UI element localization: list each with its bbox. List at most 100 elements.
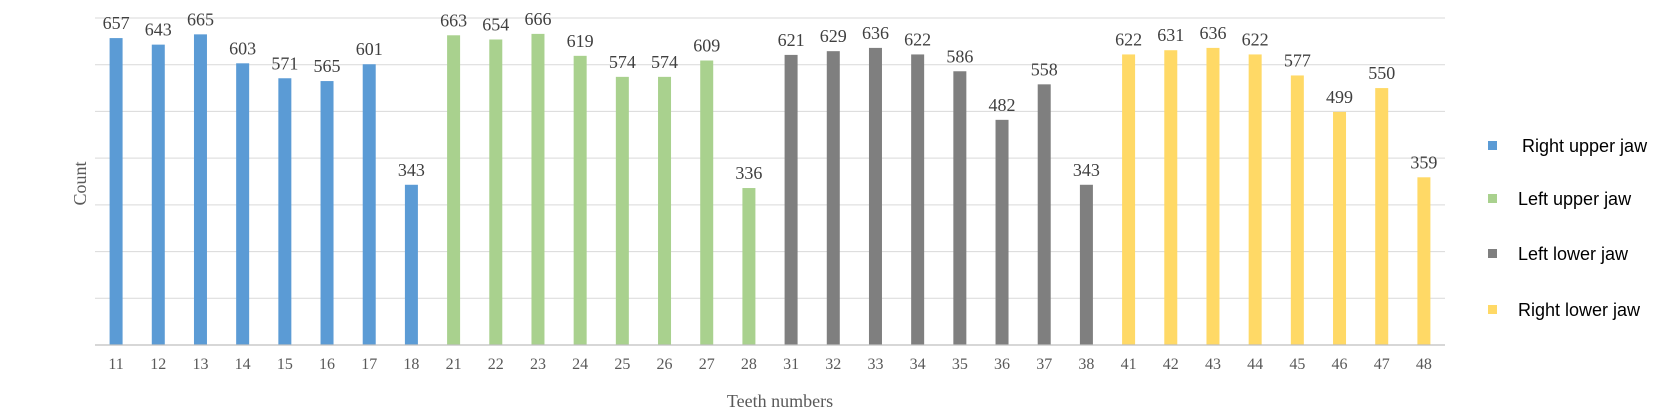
bar-tooth-33 [868, 47, 882, 345]
x-tick-label-24: 24 [572, 356, 588, 373]
data-label-tooth-13: 665 [187, 9, 214, 29]
bar-tooth-41 [1122, 54, 1136, 346]
legend-label-3: Right lower jaw [1518, 300, 1641, 320]
bar-tooth-23 [531, 33, 545, 345]
bar-tooth-11 [109, 38, 123, 345]
legend-label-2: Left lower jaw [1518, 244, 1629, 264]
data-label-tooth-11: 657 [103, 13, 130, 33]
data-label-tooth-48: 359 [1410, 152, 1437, 172]
data-label-tooth-37: 558 [1031, 59, 1058, 79]
data-label-tooth-28: 336 [735, 163, 762, 183]
x-tick-label-25: 25 [614, 356, 630, 373]
legend-label-0: Right upper jaw [1522, 136, 1648, 156]
x-tick-label-15: 15 [277, 356, 293, 373]
x-axis-title: Teeth numbers [727, 391, 833, 411]
data-label-tooth-12: 643 [145, 20, 172, 40]
x-tick-label-14: 14 [235, 356, 251, 373]
x-tick-label-48: 48 [1416, 356, 1432, 373]
data-label-tooth-33: 636 [862, 23, 889, 43]
data-label-tooth-24: 619 [567, 31, 594, 51]
bar-tooth-48 [1417, 177, 1431, 345]
x-tick-label-11: 11 [108, 356, 123, 373]
x-tick-label-27: 27 [699, 356, 715, 373]
x-tick-label-23: 23 [530, 356, 546, 373]
bar-tooth-32 [826, 51, 840, 345]
x-tick-label-21: 21 [446, 356, 462, 373]
data-labels: 657 643 665 603 571 565 601 343 663 654 666 619 574 5… [103, 9, 1438, 183]
data-label-tooth-32: 629 [820, 26, 847, 46]
data-label-tooth-31: 621 [778, 30, 805, 50]
x-tick-label-12: 12 [150, 356, 166, 373]
bar-tooth-34 [911, 54, 925, 346]
bar-tooth-14 [236, 63, 250, 345]
data-label-tooth-35: 586 [946, 46, 973, 66]
x-tick-label-16: 16 [319, 356, 335, 373]
bar-tooth-43 [1206, 47, 1220, 345]
legend-swatch-0 [1488, 141, 1497, 150]
bar-tooth-45 [1290, 75, 1304, 346]
data-label-tooth-38: 343 [1073, 160, 1100, 180]
legend-label-1: Left upper jaw [1518, 189, 1632, 209]
x-tick-label-35: 35 [952, 356, 968, 373]
x-tick-label-33: 33 [867, 356, 883, 373]
data-label-tooth-16: 565 [314, 56, 341, 76]
data-label-tooth-36: 482 [989, 95, 1016, 115]
bar-tooth-42 [1164, 50, 1178, 346]
bar-tooth-36 [995, 119, 1009, 345]
legend-swatch-1 [1488, 194, 1497, 203]
bar-tooth-46 [1333, 111, 1347, 345]
x-tick-label-34: 34 [910, 356, 926, 373]
data-label-tooth-44: 622 [1242, 29, 1269, 49]
bar-tooth-37 [1037, 84, 1051, 345]
bar-tooth-16 [320, 81, 334, 346]
x-tick-label-13: 13 [192, 356, 208, 373]
legend: Right upper jaw Left upper jaw Left lower … [1488, 136, 1648, 320]
x-tick-label-46: 46 [1332, 356, 1348, 373]
bar-tooth-26 [658, 76, 672, 346]
bar-tooth-21 [447, 35, 461, 345]
bar-tooth-47 [1375, 88, 1389, 346]
bar-tooth-44 [1248, 54, 1262, 346]
bar-tooth-15 [278, 78, 292, 346]
bar-tooth-22 [489, 39, 503, 345]
bar-tooth-25 [615, 76, 629, 346]
y-axis-title: Count [70, 161, 90, 205]
x-tick-label-22: 22 [488, 356, 504, 373]
data-label-tooth-17: 601 [356, 39, 383, 59]
data-label-tooth-27: 609 [693, 36, 720, 56]
x-tick-label-36: 36 [994, 356, 1010, 373]
data-label-tooth-41: 622 [1115, 29, 1142, 49]
data-label-tooth-34: 622 [904, 29, 931, 49]
x-tick-label-41: 41 [1121, 356, 1137, 373]
x-tick-label-31: 31 [783, 356, 799, 373]
bar-tooth-24 [573, 55, 587, 346]
bar-tooth-13 [193, 34, 207, 345]
x-tick-label-45: 45 [1289, 356, 1305, 373]
bar-tooth-27 [700, 60, 714, 345]
data-label-tooth-47: 550 [1368, 63, 1395, 83]
data-label-tooth-22: 654 [482, 14, 509, 34]
x-tick-label-32: 32 [825, 356, 841, 373]
data-label-tooth-15: 571 [271, 53, 298, 73]
bar-tooth-17 [362, 64, 376, 346]
bar-tooth-35 [953, 71, 967, 346]
x-tick-label-17: 17 [361, 356, 377, 373]
x-axis-ticks: 11 12 13 14 15 16 17 18 21 22 23 24 25 26 27 28 31 32 33 34… [108, 356, 1432, 373]
gridlines [95, 17, 1445, 299]
data-label-tooth-45: 577 [1284, 50, 1311, 70]
x-tick-label-38: 38 [1078, 356, 1094, 373]
x-tick-label-44: 44 [1247, 356, 1263, 373]
legend-swatch-2 [1488, 249, 1497, 258]
bar-tooth-18 [404, 184, 418, 345]
data-label-tooth-25: 574 [609, 52, 636, 72]
x-tick-label-37: 37 [1036, 356, 1052, 373]
bar-tooth-31 [784, 54, 798, 345]
data-label-tooth-23: 666 [524, 9, 551, 29]
legend-swatch-3 [1488, 305, 1497, 314]
data-label-tooth-43: 636 [1199, 23, 1226, 43]
x-tick-label-26: 26 [657, 356, 673, 373]
data-label-tooth-42: 631 [1157, 25, 1184, 45]
data-label-tooth-46: 499 [1326, 87, 1353, 107]
bars [109, 33, 1431, 346]
